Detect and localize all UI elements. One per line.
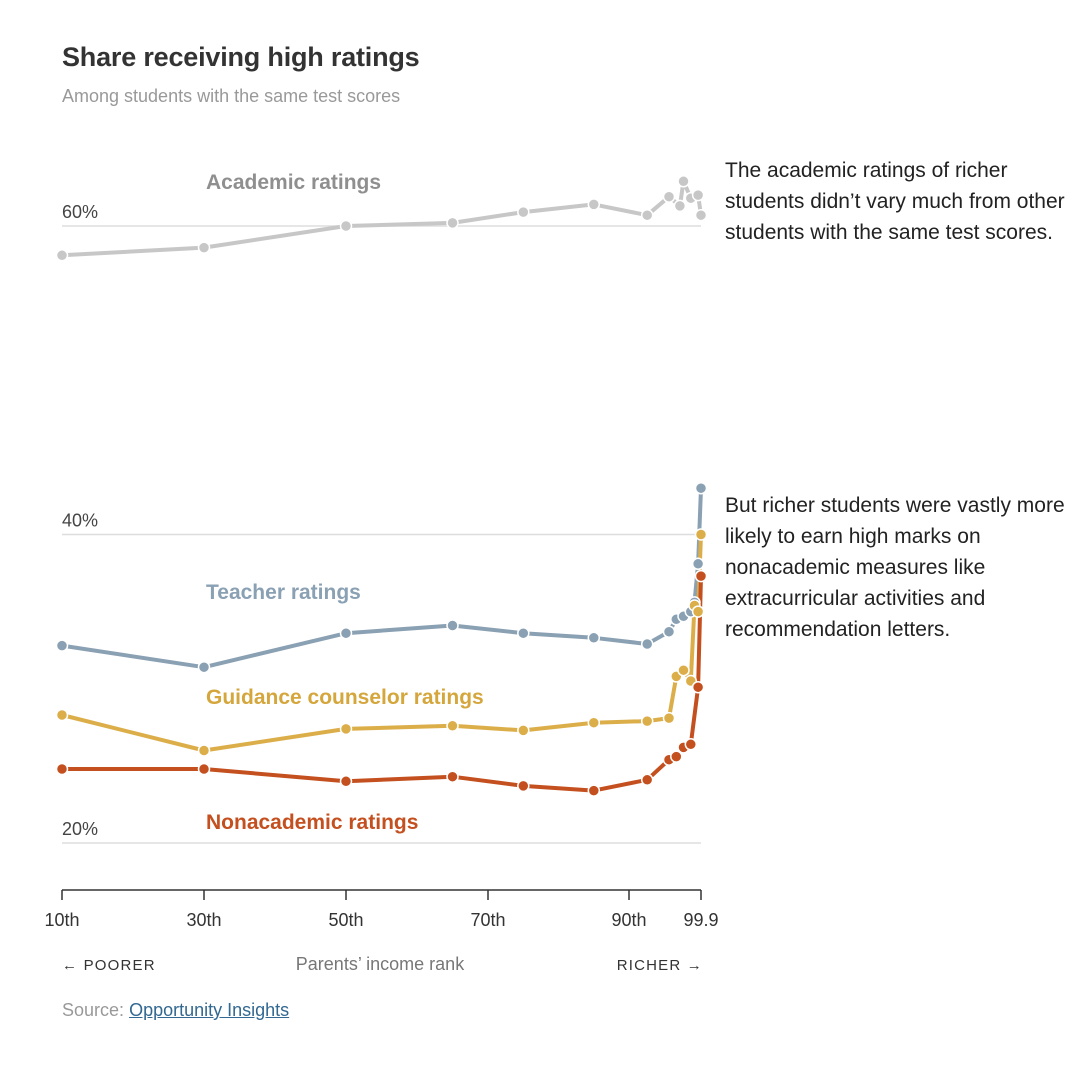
series-label-2: Guidance counselor ratings (206, 686, 484, 709)
poorer-label: ← POORER (62, 957, 156, 974)
data-point-nonacademic-ratings-6 (640, 773, 654, 787)
data-point-academic-ratings-12 (694, 208, 708, 222)
x-axis-title: Parents’ income rank (296, 954, 465, 974)
series-label-1: Teacher ratings (206, 581, 361, 604)
source-line: Source: Opportunity Insights (62, 1000, 289, 1021)
data-point-nonacademic-ratings-12 (694, 569, 708, 583)
data-point-nonacademic-ratings-5 (587, 784, 601, 797)
richer-label: RICHER → (617, 957, 703, 974)
data-point-guidance-counselor-ratings-2 (339, 722, 353, 736)
data-point-nonacademic-ratings-3 (446, 770, 459, 783)
data-point-guidance-counselor-ratings-4 (517, 724, 530, 737)
data-point-guidance-counselor-ratings-13 (694, 528, 708, 541)
data-point-academic-ratings-3 (446, 216, 459, 230)
chart-subtitle: Among students with the same test scores (62, 86, 401, 106)
data-point-guidance-counselor-ratings-1 (197, 744, 211, 757)
series-line-nonacademic-ratings (60, 574, 703, 793)
chart-title: Share receiving high ratings (62, 42, 420, 72)
data-point-nonacademic-ratings-4 (517, 779, 530, 793)
data-point-nonacademic-ratings-2 (339, 775, 353, 788)
source-label: Source: (62, 1000, 125, 1020)
x-tick-label-1: 30th (186, 910, 221, 930)
data-point-teacher-ratings-13 (694, 481, 708, 495)
data-point-teacher-ratings-2 (339, 626, 353, 640)
gridlines (62, 225, 701, 844)
data-point-nonacademic-ratings-0 (55, 762, 69, 776)
y-tick-label-60: 60% (62, 202, 98, 222)
source-link[interactable]: Opportunity Insights (129, 1000, 290, 1020)
data-point-academic-ratings-1 (197, 241, 211, 254)
data-point-guidance-counselor-ratings-9 (677, 663, 690, 677)
data-point-nonacademic-ratings-10 (684, 738, 698, 751)
series-labels: Academic ratings Teacher ratings Guidance … (206, 171, 484, 834)
x-tick-label-0: 10th (44, 910, 79, 930)
y-tick-label-40: 40% (62, 511, 98, 531)
data-point-teacher-ratings-3 (446, 619, 459, 632)
data-point-guidance-counselor-ratings-7 (662, 711, 676, 725)
data-point-guidance-counselor-ratings-3 (446, 719, 459, 733)
data-point-teacher-ratings-4 (517, 626, 530, 640)
series-line-academic-ratings (60, 179, 703, 258)
x-tick-label-2: 50th (328, 910, 363, 930)
data-point-nonacademic-ratings-11 (691, 680, 705, 694)
x-tick-label-3: 70th (470, 910, 505, 930)
data-point-guidance-counselor-ratings-12 (691, 605, 705, 618)
data-point-academic-ratings-0 (55, 249, 69, 262)
data-point-guidance-counselor-ratings-5 (587, 716, 601, 729)
data-point-academic-ratings-7 (662, 190, 676, 203)
x-tick-label-4: 90th (611, 910, 646, 930)
data-point-nonacademic-ratings-1 (197, 762, 211, 776)
data-point-guidance-counselor-ratings-6 (640, 714, 654, 728)
annotation-academic: The academic ratings of richer students … (725, 159, 1065, 244)
data-point-academic-ratings-11 (691, 188, 705, 202)
series-label-3: Nonacademic ratings (206, 811, 418, 834)
data-point-nonacademic-ratings-8 (670, 750, 683, 763)
series-line-guidance-counselor-ratings (60, 532, 703, 753)
annotation-nonacademic: But richer students were vastly more lik… (725, 494, 1065, 641)
data-point-academic-ratings-9 (677, 175, 690, 188)
series-points (55, 175, 708, 797)
data-point-teacher-ratings-12 (691, 557, 705, 571)
series-label-0: Academic ratings (206, 171, 381, 194)
data-point-academic-ratings-8 (673, 199, 687, 213)
data-point-academic-ratings-2 (339, 219, 353, 233)
x-axis: 10th 30th 50th 70th 90th 99.9 Parents’ income … (44, 889, 719, 974)
data-point-teacher-ratings-0 (55, 639, 69, 652)
series-line-teacher-ratings (60, 486, 703, 670)
y-tick-labels: 20% 40% 60% (62, 202, 98, 839)
data-point-teacher-ratings-6 (640, 637, 654, 651)
data-point-academic-ratings-5 (587, 198, 601, 211)
data-point-teacher-ratings-5 (587, 631, 601, 645)
y-tick-label-20: 20% (62, 819, 98, 839)
data-point-teacher-ratings-7 (662, 625, 676, 638)
data-point-guidance-counselor-ratings-0 (55, 708, 69, 722)
x-tick-label-5: 99.9 (683, 910, 718, 930)
data-point-academic-ratings-4 (517, 205, 530, 219)
data-point-teacher-ratings-1 (197, 660, 211, 674)
data-point-academic-ratings-6 (640, 208, 654, 222)
